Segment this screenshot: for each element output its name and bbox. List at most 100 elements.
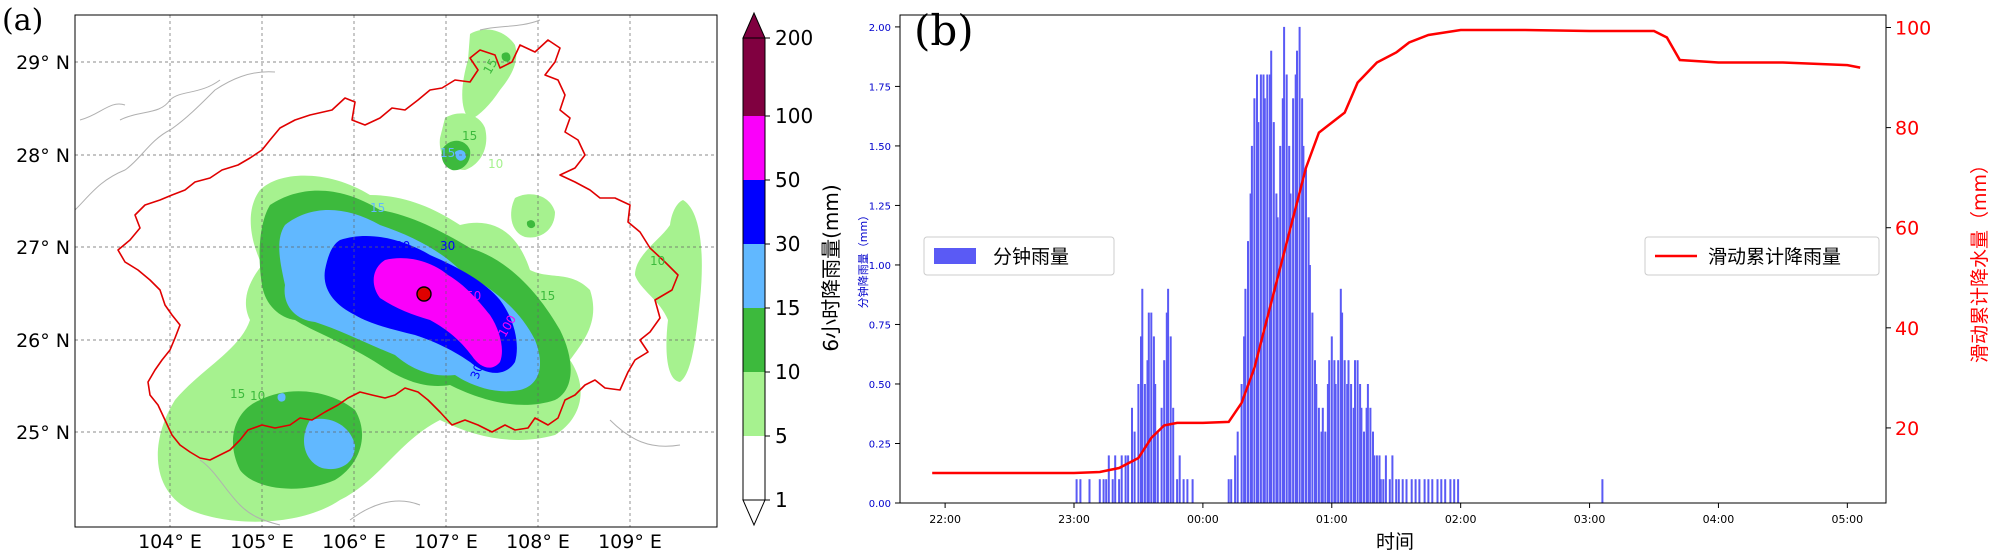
rain-bar xyxy=(1169,336,1172,503)
lat-tick-label: 26° N xyxy=(16,330,70,352)
rain-bar xyxy=(1120,455,1123,503)
colorbar-tick-label: 1 xyxy=(775,488,788,512)
left-y-tick-label: 0.00 xyxy=(869,499,891,510)
contour-label: 15 xyxy=(440,146,455,160)
minute-rainfall-bars xyxy=(1075,26,1604,503)
rain-bar xyxy=(1292,98,1295,503)
rain-bar xyxy=(1410,479,1413,503)
map-panel: 15 15 10 15 15 30 30 30 15 15 10 10 10 5… xyxy=(2,3,718,553)
rain-bar xyxy=(1440,479,1443,503)
x-tick-label: 00:00 xyxy=(1187,513,1219,526)
lat-tick-label: 28° N xyxy=(16,145,70,167)
right-y-tick-label: 60 xyxy=(1895,218,1919,240)
rain-bar xyxy=(1375,455,1378,503)
rain-bar xyxy=(1270,50,1273,503)
rain-bar xyxy=(1388,479,1391,503)
rain-bar xyxy=(1457,479,1460,503)
panel-a-label: (a) xyxy=(2,3,43,38)
rain-bar xyxy=(1227,479,1230,503)
rain-bar xyxy=(1307,217,1310,503)
lat-tick-label: 29° N xyxy=(16,52,70,74)
rain-bar xyxy=(1272,122,1275,503)
lat-tick-labels: 29° N 28° N 27° N 26° N 25° N xyxy=(16,52,70,444)
contour-label: 10 xyxy=(488,157,503,171)
left-y-tick-label: 1.50 xyxy=(869,142,891,153)
colorbar-tick-label: 15 xyxy=(775,296,800,320)
rain-bar xyxy=(1449,479,1452,503)
rain-bar xyxy=(1423,479,1426,503)
station-marker xyxy=(416,286,432,302)
rain-bar xyxy=(1384,455,1387,503)
left-y-axis-label: 分钟降雨量（mm） xyxy=(856,210,870,308)
x-tick-label: 01:00 xyxy=(1316,513,1348,526)
rain-bar xyxy=(1378,455,1381,503)
colorbar-tick-label: 200 xyxy=(775,26,813,50)
colorbar-segment xyxy=(743,372,765,436)
rain-bar xyxy=(1124,455,1127,503)
contour-label: 50 xyxy=(466,289,481,303)
colorbar-ticks xyxy=(765,37,770,501)
colorbar-tick-labels: 1 5 10 15 30 50 100 200 xyxy=(775,26,813,512)
left-y-tick-label: 1.00 xyxy=(869,261,891,272)
x-tick-label: 04:00 xyxy=(1703,513,1735,526)
contour-label: 30 xyxy=(468,362,486,381)
rain-bar xyxy=(1360,407,1363,503)
rain-bar xyxy=(1143,384,1146,503)
rain-bar xyxy=(1240,384,1243,503)
rain-bar xyxy=(1249,193,1252,503)
rain-bar xyxy=(1601,479,1604,503)
rain-bar xyxy=(1418,479,1421,503)
lon-tick-label: 108° E xyxy=(506,531,570,553)
rain-bar xyxy=(1352,407,1355,503)
x-tick-label: 22:00 xyxy=(929,513,961,526)
rain-bar xyxy=(1372,431,1374,503)
rain-bar xyxy=(1359,384,1362,503)
rain-bar xyxy=(1321,407,1324,503)
rain-bar xyxy=(1427,479,1430,503)
rain-bar xyxy=(1363,431,1365,503)
rain-bar xyxy=(1182,479,1185,503)
rain-bar xyxy=(1163,360,1166,503)
rain-bar xyxy=(1320,431,1323,503)
colorbar-tick-label: 30 xyxy=(775,232,800,256)
rain-bar xyxy=(1262,74,1265,503)
rain-bar xyxy=(1079,479,1082,503)
right-y-tick-label: 20 xyxy=(1895,418,1919,440)
rain-bar xyxy=(1397,479,1400,503)
left-y-tick-label: 0.75 xyxy=(869,320,891,331)
rain-bar xyxy=(1301,98,1304,503)
rain-level-50 xyxy=(373,258,502,368)
rain-bar xyxy=(1391,455,1394,503)
rain-bar xyxy=(1160,407,1163,503)
lon-tick-label: 104° E xyxy=(138,531,202,553)
rain-bar xyxy=(1253,98,1256,503)
colorbar-segment xyxy=(743,180,765,244)
lat-tick-label: 25° N xyxy=(16,422,70,444)
neighbor-borders xyxy=(75,19,681,526)
rain-bar xyxy=(1369,407,1372,503)
rain-bar xyxy=(1176,479,1179,503)
rain-bar xyxy=(1137,384,1140,503)
x-tick-label: 03:00 xyxy=(1574,513,1606,526)
map-plot-area: 15 15 10 15 15 30 30 30 15 15 10 10 10 5… xyxy=(75,15,717,527)
cumulative-rainfall-line xyxy=(932,28,1861,475)
x-tick-label: 02:00 xyxy=(1445,513,1477,526)
contour-label: 10 xyxy=(260,329,275,343)
rain-bar xyxy=(1328,360,1331,503)
rain-bar xyxy=(1111,479,1114,503)
rain-bar xyxy=(1150,312,1153,503)
contour-label: 30 xyxy=(440,239,455,253)
legend-bar-swatch xyxy=(934,248,976,264)
rain-bar xyxy=(1347,360,1350,503)
rain-bar xyxy=(1133,431,1136,503)
colorbar-tick-label: 50 xyxy=(775,168,800,192)
contour-label: 15 xyxy=(462,129,477,143)
rain-bar xyxy=(1243,336,1246,503)
colorbar-tick-label: 5 xyxy=(775,424,788,448)
province-boundary xyxy=(117,39,679,461)
rain-bar xyxy=(1305,169,1307,503)
rain-bar xyxy=(1324,431,1327,503)
rain-bar xyxy=(1341,312,1344,503)
x-tick-label: 05:00 xyxy=(1831,513,1863,526)
